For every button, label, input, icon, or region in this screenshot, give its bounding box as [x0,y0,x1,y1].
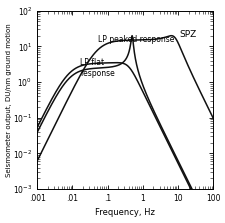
X-axis label: Frequency, Hz: Frequency, Hz [95,209,154,217]
Text: LP flat
response: LP flat response [80,58,115,78]
Text: LP peaked response: LP peaked response [98,35,174,44]
Y-axis label: Seismometer output, DU/nm ground motion: Seismometer output, DU/nm ground motion [6,23,11,177]
Text: SPZ: SPZ [179,30,196,39]
